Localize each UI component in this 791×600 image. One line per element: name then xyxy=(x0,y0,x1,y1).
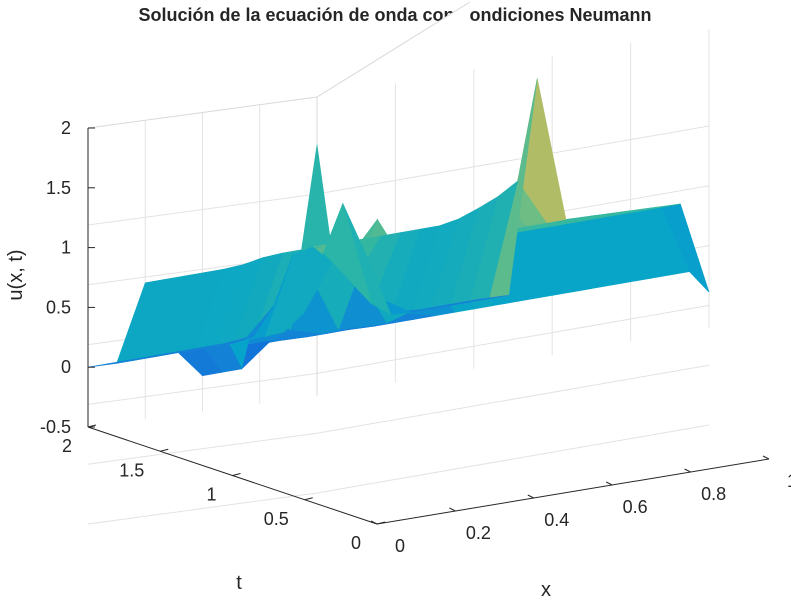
x-tick-mark xyxy=(370,520,378,525)
t-tick-label: 0 xyxy=(351,533,361,553)
t-tick-label: 2 xyxy=(62,436,72,456)
x-tick-label: 0.4 xyxy=(544,510,569,530)
x-axis-line xyxy=(376,458,770,525)
x-tick-mark xyxy=(449,507,456,512)
z-tick-label: 0 xyxy=(61,357,71,377)
x-tick-mark xyxy=(684,468,691,473)
x-tick-mark xyxy=(527,494,535,499)
t-axis-label: t xyxy=(236,572,242,594)
z-grid-line xyxy=(87,424,710,525)
t-tick-mark xyxy=(376,521,386,525)
x-tick-label: 0.6 xyxy=(623,497,648,517)
t-tick-label: 1.5 xyxy=(119,460,144,480)
z-tick-label: -0.5 xyxy=(40,417,71,437)
z-tick-label: 0.5 xyxy=(46,297,71,317)
x-tick-mark xyxy=(605,481,613,486)
tick-labels: -0.5 0 0.5 1 1.5 2 0 0.5 1 1.5 2 0 0.2 0.4 0.6 0.8 1 xyxy=(40,118,791,556)
surface-patch xyxy=(87,359,137,368)
surface-mesh xyxy=(87,78,710,377)
x-tick-mark xyxy=(762,455,770,460)
z-axis-label: u(x, t) xyxy=(5,249,27,300)
t-tick-label: 1 xyxy=(206,485,216,505)
back-wall-right xyxy=(317,2,470,395)
x-tick-label: 0.2 xyxy=(466,523,491,543)
z-grid-line xyxy=(87,364,710,465)
z-tick-label: 1 xyxy=(61,238,71,258)
t-tick-mark xyxy=(232,473,241,476)
x-tick-label: 0.8 xyxy=(701,484,726,504)
t-tick-mark xyxy=(304,497,313,501)
x-axis-label: x xyxy=(541,579,551,600)
t-tick-label: 0.5 xyxy=(264,509,289,529)
t-tick-mark xyxy=(160,448,169,452)
z-tick-label: 2 xyxy=(61,118,71,138)
x-tick-label: 1 xyxy=(787,471,791,491)
x-tick-label: 0 xyxy=(395,536,405,556)
t-tick-mark xyxy=(87,424,97,428)
z-tick-label: 1.5 xyxy=(46,178,71,198)
chart-title: Solución de la ecuación de onda con cond… xyxy=(138,5,651,25)
